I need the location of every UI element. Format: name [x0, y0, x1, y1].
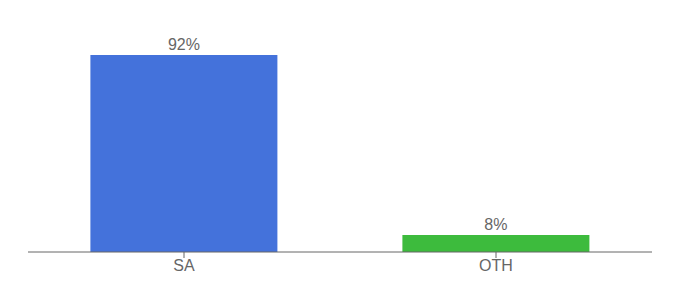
svg-text:OTH: OTH: [479, 257, 513, 274]
svg-text:SA: SA: [173, 257, 195, 274]
svg-text:8%: 8%: [484, 216, 507, 233]
svg-text:92%: 92%: [168, 36, 200, 53]
